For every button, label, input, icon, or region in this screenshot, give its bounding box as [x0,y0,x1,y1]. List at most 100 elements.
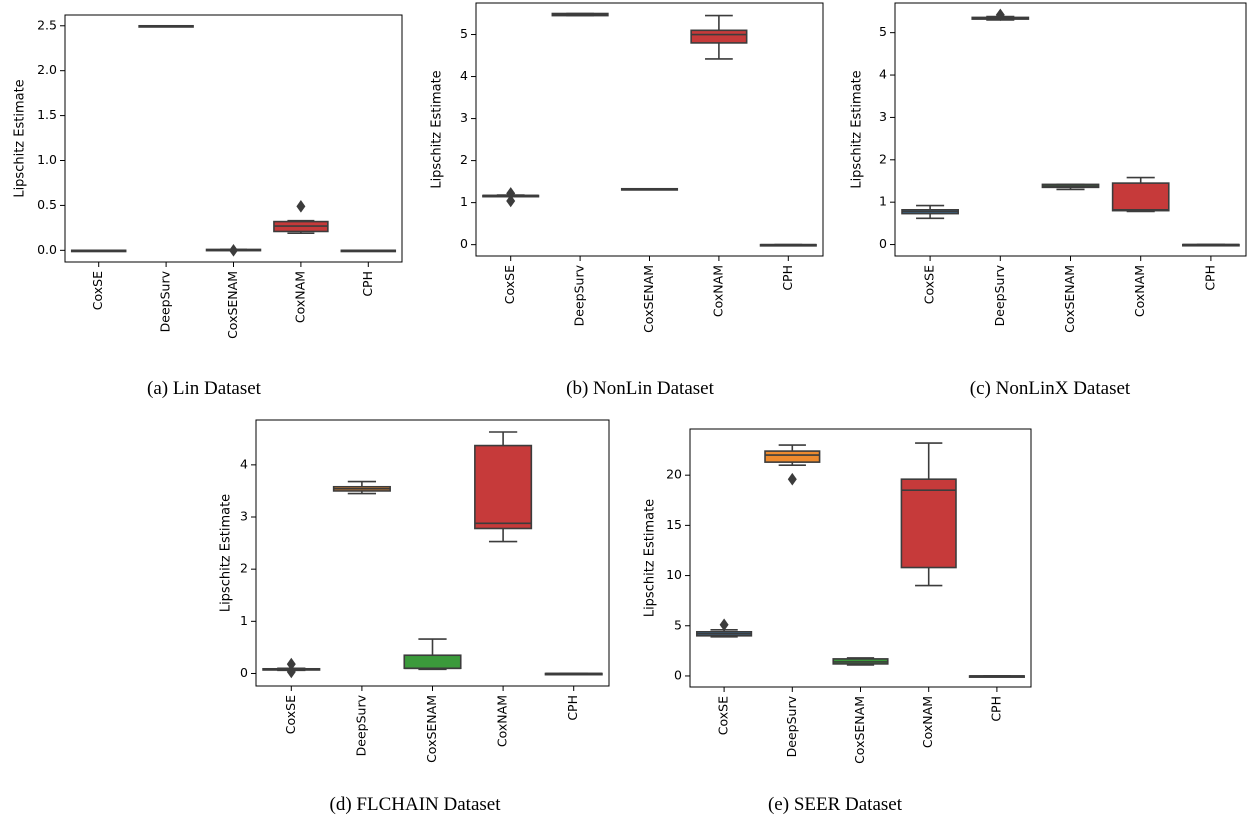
y-tick-label: 2 [879,151,887,166]
box-coxnam [474,431,533,543]
box-cph [340,249,397,253]
plot-frame [894,2,1247,257]
caption-flchain: (d) FLCHAIN Dataset [329,794,501,815]
caption-seer: (e) SEER Dataset [767,794,902,815]
y-tick-label: 0 [879,236,887,251]
x-tick-label: CoxNAM [495,695,510,747]
x-tick-label: CoxSE [283,695,298,734]
outlier-point [286,657,296,671]
box-iqr [900,478,957,569]
x-tick-label: CoxNAM [1132,265,1147,317]
chart-svg-nonlinx: CoxSE DeepSurv CoxSENAM CoxNAM CPH 0 1 2 3 4 5 Lips… [850,2,1247,333]
box-coxse [696,618,753,638]
box-deepsurv [551,12,609,17]
x-tick-label: CPH [360,271,375,297]
outlier-point [719,618,729,632]
y-tick-label: 5 [674,617,682,632]
outlier-point [296,200,306,213]
chart-panel-flchain: CoxSE DeepSurv CoxSENAM CoxNAM CPH 0 1 2 3 4 Lipsc… [200,412,620,824]
x-tick-label: CoxNAM [920,696,935,748]
y-tick-label: 2.0 [37,62,57,77]
box-coxse [262,657,321,679]
plot-frame [689,428,1032,688]
box-deepsurv [332,480,391,495]
box-coxsenam [1041,183,1100,191]
box-coxsenam [403,638,462,671]
caption-nonlinx: (c) NonLinX Dataset [969,378,1131,399]
y-tick-label: 4 [879,67,887,82]
y-tick-label: 1 [460,194,468,209]
y-tick-label: 20 [666,467,682,482]
x-tick-label: DeepSurv [784,695,799,757]
outlier-point [286,665,296,679]
box-iqr [403,654,462,670]
y-tick-label: 0 [460,236,468,251]
y-tick-label: 0.5 [37,197,57,212]
y-tick-label: 2 [240,561,248,576]
outlier-point [995,8,1005,22]
box-coxse [901,204,959,220]
chart-panel-nonlin: CoxSE DeepSurv CoxSENAM CoxNAM CPH 0 1 2 3 4 5 Lips… [420,0,840,410]
box-iqr [1111,182,1170,212]
x-tick-label: DeepSurv [158,270,173,332]
x-tick-label: CoxNAM [710,265,725,317]
box-coxsenam [832,657,889,666]
box-deepsurv [138,24,194,28]
y-tick-label: 3 [240,509,248,524]
box-coxse [70,249,127,253]
x-tick-label: CoxSENAM [225,271,240,339]
x-tick-label: CoxSENAM [641,265,656,333]
box-iqr [764,450,821,463]
y-tick-label: 2 [460,152,468,167]
x-tick-label: CPH [780,265,795,291]
x-tick-label: DeepSurv [353,694,368,756]
x-tick-label: CPH [988,696,1003,722]
plot-frame [64,14,403,263]
chart-svg-flchain: CoxSE DeepSurv CoxSENAM CoxNAM CPH 0 1 2 3 4 Lipsc… [219,419,610,763]
y-tick-label: 1 [879,194,887,209]
x-tick-label: CoxSE [922,265,937,304]
box-coxnam [1111,176,1170,213]
y-axis-label: Lipschitz Estimate [13,79,28,197]
outlier-point [787,472,797,486]
box-iqr [690,29,748,44]
x-tick-label: CPH [565,695,580,721]
y-axis-label: Lipschitz Estimate [850,70,865,188]
y-tick-label: 4 [460,68,468,83]
box-cph [1182,243,1240,247]
chart-svg-seer: CoxSE DeepSurv CoxSENAM CoxNAM CPH 0 5 10 15 20 Li… [643,428,1032,764]
box-coxnam [900,442,957,587]
x-tick-label: CPH [1202,265,1217,291]
y-tick-label: 3 [879,109,887,124]
x-tick-label: CoxSENAM [1062,265,1077,333]
y-axis-label: Lipschitz Estimate [430,70,445,188]
caption-nonlin: (b) NonLin Dataset [566,378,714,399]
y-tick-label: 5 [460,26,468,41]
box-coxnam [273,200,329,235]
chart-svg-nonlin: CoxSE DeepSurv CoxSENAM CoxNAM CPH 0 1 2 3 4 5 Lips… [430,2,824,333]
y-tick-label: 4 [240,456,248,471]
outlier-point [506,187,516,200]
y-tick-label: 10 [666,567,682,582]
chart-panel-nonlinx: CoxSE DeepSurv CoxSENAM CoxNAM CPH 0 1 2 3 4 5 Lips… [840,0,1247,410]
box-cph [759,243,817,247]
x-tick-label: CoxSE [502,265,517,304]
outlier-point [506,194,516,208]
chart-panel-seer: CoxSE DeepSurv CoxSENAM CoxNAM CPH 0 5 10 15 20 Li… [625,412,1045,824]
y-tick-label: 1.0 [37,152,57,167]
y-tick-label: 0.0 [37,242,57,257]
box-deepsurv [971,8,1030,22]
y-tick-label: 5 [879,24,887,39]
chart-svg-lin: CoxSE DeepSurv CoxSENAM CoxNAM CPH 0.0 0.5 1.0 1… [13,14,403,339]
x-tick-label: CoxSENAM [424,695,439,763]
plot-frame [255,419,610,687]
x-tick-label: CoxSENAM [852,696,867,764]
x-tick-label: CoxSE [716,696,731,735]
y-axis-label: Lipschitz Estimate [643,499,658,617]
x-tick-label: DeepSurv [992,264,1007,326]
y-tick-label: 3 [460,110,468,125]
box-deepsurv [764,444,821,486]
box-cph [544,672,603,676]
y-tick-label: 15 [666,517,682,532]
